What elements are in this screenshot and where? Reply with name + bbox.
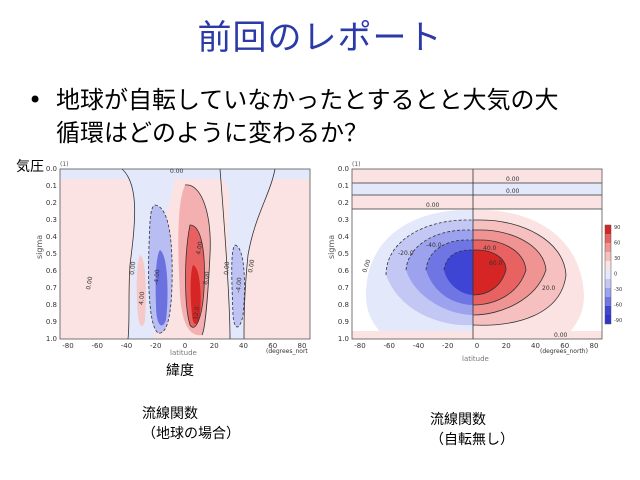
right-contour-label: -40.0 xyxy=(426,242,442,249)
left-x-tick-label: -20 xyxy=(150,342,161,350)
colorbar-tick-label: 90 xyxy=(614,225,620,231)
pressure-label: 気圧 xyxy=(16,159,44,175)
right-y-tick-label: 0.6 xyxy=(338,267,350,275)
right-caption: 流線関数 （自転無し） xyxy=(430,410,514,450)
right-xunit: (degrees_north) xyxy=(540,348,588,355)
right-y-tick-label: 0.2 xyxy=(338,199,349,207)
left-x-tick-label: -80 xyxy=(62,342,73,350)
left-x-tick-label: 80 xyxy=(298,342,307,350)
left-top-mark: (1) xyxy=(60,161,69,168)
left-y-tick-label: 0.1 xyxy=(46,182,57,190)
right-x-tick-label: 0 xyxy=(475,342,479,350)
right-contour-label: 0.00 xyxy=(506,176,520,183)
colorbar-tick-label: 30 xyxy=(614,256,620,262)
right-contour-label: 0.00 xyxy=(554,332,568,339)
left-x-tick-label: 20 xyxy=(210,342,219,350)
bullet-question: • 地球が自転していなかったとするとと大気の大 循環はどのように変わるか？ xyxy=(28,84,608,150)
left-xaxis-title: latitude xyxy=(170,349,197,357)
right-y-tick-label: 0.8 xyxy=(338,301,349,309)
right-contour-label: 0.00 xyxy=(426,202,440,209)
left-contour-label: 0.00 xyxy=(129,261,137,275)
right-yaxis-title: sigma xyxy=(327,235,336,259)
left-y-tick-label: 0.0 xyxy=(46,165,57,173)
left-contour-label: -4.00 xyxy=(153,269,161,285)
right-x-tick-label: 40 xyxy=(531,342,540,350)
right-x-tick-label: 60 xyxy=(560,342,569,350)
left-y-tick-label: 0.3 xyxy=(46,216,57,224)
left-x-tick-label: 0 xyxy=(183,342,187,350)
left-x-tick-label: -60 xyxy=(92,342,103,350)
right-top-mark: (1) xyxy=(352,161,361,168)
left-y-tick-label: 0.5 xyxy=(46,250,57,258)
left-xunit: (degrees_nort xyxy=(266,348,308,355)
right-contour-label: 40.0 xyxy=(483,245,497,252)
left-streamfunction-plot: sigma (1) latitude (degrees_nort 0.0 0.1 0… xyxy=(35,161,311,357)
bullet-line-2: 循環はどのように変わるか？ xyxy=(56,119,368,147)
left-caption-line-2: （地球の場合） xyxy=(142,426,240,442)
left-contour-label: 0.00 xyxy=(247,259,256,274)
left-y-tick-label: 0.9 xyxy=(46,318,57,326)
colorbar-tick-label: -60 xyxy=(614,303,622,309)
right-x-tick-label: -20 xyxy=(442,342,453,350)
slide-title: 前回のレポート xyxy=(197,18,443,58)
right-y-tick-label: 0.0 xyxy=(338,165,349,173)
left-y-tick-label: 0.6 xyxy=(46,267,58,275)
right-x-tick-label: 20 xyxy=(502,342,511,350)
left-y-tick-label: 0.8 xyxy=(46,301,57,309)
right-x-tick-label: -80 xyxy=(354,342,365,350)
right-x-tick-label: -60 xyxy=(384,342,395,350)
right-x-tick-label: -40 xyxy=(413,342,424,350)
right-y-tick-label: 0.9 xyxy=(338,318,349,326)
bullet-marker: • xyxy=(28,86,43,114)
right-contour-label: 0.00 xyxy=(506,188,520,195)
right-y-tick-label: 0.1 xyxy=(338,182,349,190)
left-contour-label: 0.00 xyxy=(85,276,94,291)
left-contour-label: 0.00 xyxy=(170,168,184,175)
right-contour-label: 20.0 xyxy=(542,285,556,292)
colorbar-tick-label: 60 xyxy=(614,241,620,247)
left-x-tick-label: 40 xyxy=(239,342,248,350)
left-caption-line-1: 流線関数 xyxy=(142,406,198,422)
right-contour-label: 0.00 xyxy=(361,259,372,274)
left-x-tick-label: 60 xyxy=(268,342,277,350)
right-y-tick-label: 0.4 xyxy=(338,233,350,241)
left-contour-label: 0.00 xyxy=(223,261,231,275)
right-caption-line-2: （自転無し） xyxy=(430,432,514,448)
bullet-line-1: 地球が自転していなかったとするとと大気の大 xyxy=(56,86,559,114)
colorbar: 90 60 30 0 -30 -60 -90 xyxy=(604,224,622,325)
right-contour-label: -20.0 xyxy=(398,250,414,257)
right-y-tick-label: 0.5 xyxy=(338,250,349,258)
left-contour-label: 4.00 xyxy=(195,241,204,256)
right-contour-label: 60.0 xyxy=(489,260,503,267)
left-contour-label: 12.0 xyxy=(192,306,201,321)
latitude-label: 緯度 xyxy=(166,363,194,379)
left-y-tick-label: 1.0 xyxy=(46,335,57,343)
left-y-tick-label: 0.4 xyxy=(46,233,58,241)
left-x-tick-label: -40 xyxy=(121,342,132,350)
colorbar-tick-label: 0 xyxy=(614,272,617,278)
right-y-tick-label: 0.3 xyxy=(338,216,349,224)
right-y-tick-label: 1.0 xyxy=(338,335,349,343)
right-xaxis-title: latitude xyxy=(462,355,489,363)
left-yaxis-title: sigma xyxy=(35,235,44,259)
left-y-tick-label: 0.7 xyxy=(46,284,57,292)
right-caption-line-1: 流線関数 xyxy=(430,412,486,428)
right-y-tick-label: 0.7 xyxy=(338,284,349,292)
left-contour-label: 4.00 xyxy=(138,291,146,305)
right-streamfunction-plot: sigma (1) latitude (degrees_north) 0.0 0.… xyxy=(327,161,622,363)
left-contour-label: -4.00 xyxy=(235,277,243,293)
right-x-tick-label: 80 xyxy=(590,342,599,350)
left-y-tick-label: 0.2 xyxy=(46,199,57,207)
left-contour-label: 8.00 xyxy=(202,271,211,286)
left-caption: 流線関数 （地球の場合） xyxy=(142,404,240,444)
colorbar-tick-label: -30 xyxy=(614,287,622,293)
colorbar-tick-label: -90 xyxy=(614,318,622,324)
